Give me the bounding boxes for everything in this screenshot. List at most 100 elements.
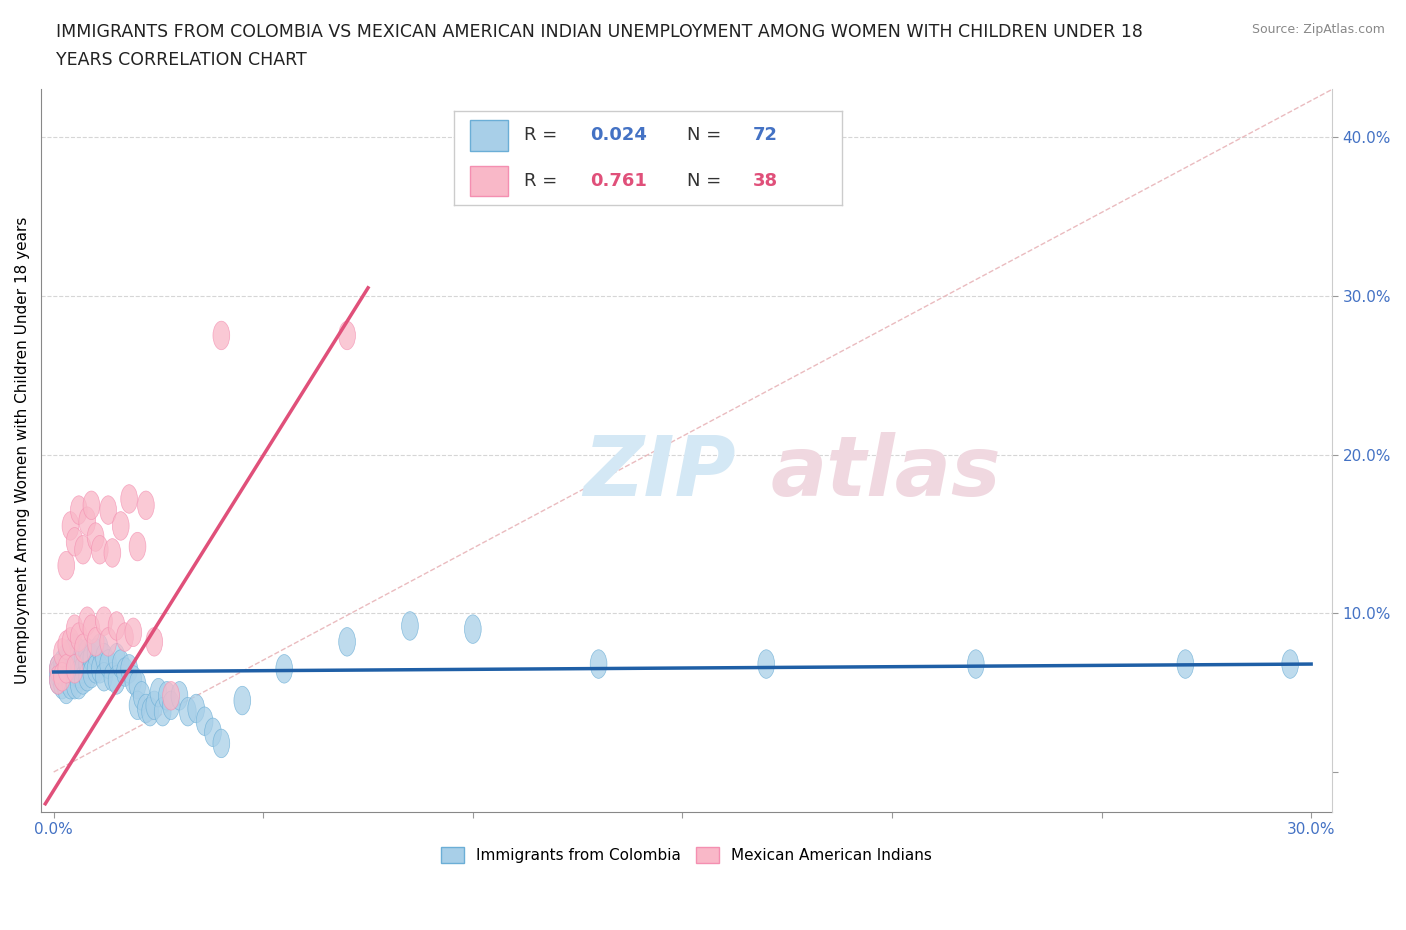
Legend: Immigrants from Colombia, Mexican American Indians: Immigrants from Colombia, Mexican Americ…: [434, 841, 938, 869]
Ellipse shape: [49, 666, 66, 694]
Text: atlas: atlas: [770, 432, 1001, 512]
Ellipse shape: [58, 631, 75, 659]
Ellipse shape: [96, 662, 112, 691]
Ellipse shape: [49, 659, 66, 688]
Ellipse shape: [87, 628, 104, 657]
Ellipse shape: [146, 628, 163, 657]
Text: IMMIGRANTS FROM COLOMBIA VS MEXICAN AMERICAN INDIAN UNEMPLOYMENT AMONG WOMEN WIT: IMMIGRANTS FROM COLOMBIA VS MEXICAN AMER…: [56, 23, 1143, 41]
Ellipse shape: [159, 682, 176, 711]
Ellipse shape: [1282, 650, 1299, 678]
Ellipse shape: [91, 655, 108, 684]
Ellipse shape: [83, 491, 100, 520]
Ellipse shape: [70, 671, 87, 699]
Ellipse shape: [188, 694, 205, 723]
Ellipse shape: [62, 671, 79, 699]
Ellipse shape: [83, 615, 100, 644]
Ellipse shape: [79, 607, 96, 635]
Ellipse shape: [75, 536, 91, 565]
Text: YEARS CORRELATION CHART: YEARS CORRELATION CHART: [56, 51, 307, 69]
Ellipse shape: [53, 658, 70, 686]
Ellipse shape: [49, 655, 66, 684]
Ellipse shape: [125, 618, 142, 646]
Ellipse shape: [75, 644, 91, 672]
Ellipse shape: [163, 691, 180, 720]
Ellipse shape: [66, 527, 83, 556]
Ellipse shape: [75, 655, 91, 684]
Ellipse shape: [212, 321, 229, 350]
Ellipse shape: [1177, 650, 1194, 678]
Ellipse shape: [66, 671, 83, 699]
Ellipse shape: [197, 707, 212, 736]
Ellipse shape: [138, 694, 155, 723]
Ellipse shape: [49, 666, 66, 694]
Ellipse shape: [339, 321, 356, 350]
Ellipse shape: [62, 512, 79, 540]
Ellipse shape: [172, 682, 188, 711]
Ellipse shape: [125, 666, 142, 694]
Y-axis label: Unemployment Among Women with Children Under 18 years: Unemployment Among Women with Children U…: [15, 217, 30, 684]
Ellipse shape: [53, 639, 70, 667]
Ellipse shape: [53, 662, 70, 691]
Ellipse shape: [205, 718, 221, 747]
Ellipse shape: [66, 646, 83, 675]
Ellipse shape: [66, 634, 83, 662]
Ellipse shape: [150, 678, 167, 707]
Ellipse shape: [96, 644, 112, 672]
Ellipse shape: [70, 639, 87, 667]
Ellipse shape: [129, 691, 146, 720]
Ellipse shape: [66, 658, 83, 686]
Ellipse shape: [464, 615, 481, 644]
Ellipse shape: [339, 628, 356, 657]
Text: ZIP: ZIP: [583, 432, 735, 512]
Ellipse shape: [108, 644, 125, 672]
Ellipse shape: [276, 655, 292, 684]
Ellipse shape: [138, 491, 155, 520]
Ellipse shape: [233, 686, 250, 715]
Ellipse shape: [53, 662, 70, 691]
Ellipse shape: [108, 612, 125, 640]
Ellipse shape: [53, 671, 70, 699]
Ellipse shape: [104, 662, 121, 691]
Ellipse shape: [79, 662, 96, 691]
Text: Source: ZipAtlas.com: Source: ZipAtlas.com: [1251, 23, 1385, 36]
Ellipse shape: [87, 655, 104, 684]
Ellipse shape: [100, 628, 117, 657]
Ellipse shape: [79, 639, 96, 667]
Ellipse shape: [79, 507, 96, 536]
Ellipse shape: [100, 650, 117, 678]
Ellipse shape: [117, 623, 134, 651]
Ellipse shape: [146, 691, 163, 720]
Ellipse shape: [142, 698, 159, 726]
Ellipse shape: [66, 615, 83, 644]
Ellipse shape: [58, 650, 75, 678]
Ellipse shape: [70, 496, 87, 525]
Ellipse shape: [96, 607, 112, 635]
Ellipse shape: [58, 655, 75, 684]
Ellipse shape: [70, 659, 87, 688]
Ellipse shape: [117, 658, 134, 686]
Ellipse shape: [62, 650, 79, 678]
Ellipse shape: [100, 496, 117, 525]
Ellipse shape: [134, 682, 150, 711]
Ellipse shape: [53, 650, 70, 678]
Ellipse shape: [70, 623, 87, 651]
Ellipse shape: [108, 666, 125, 694]
Ellipse shape: [163, 682, 180, 711]
Ellipse shape: [758, 650, 775, 678]
Ellipse shape: [75, 666, 91, 694]
Ellipse shape: [58, 644, 75, 672]
Ellipse shape: [79, 650, 96, 678]
Ellipse shape: [129, 532, 146, 561]
Ellipse shape: [62, 628, 79, 657]
Ellipse shape: [402, 612, 419, 640]
Ellipse shape: [180, 698, 197, 726]
Ellipse shape: [58, 675, 75, 704]
Ellipse shape: [104, 538, 121, 567]
Ellipse shape: [967, 650, 984, 678]
Ellipse shape: [212, 729, 229, 758]
Ellipse shape: [83, 644, 100, 672]
Ellipse shape: [591, 650, 607, 678]
Ellipse shape: [91, 536, 108, 565]
Ellipse shape: [58, 551, 75, 580]
Ellipse shape: [87, 639, 104, 667]
